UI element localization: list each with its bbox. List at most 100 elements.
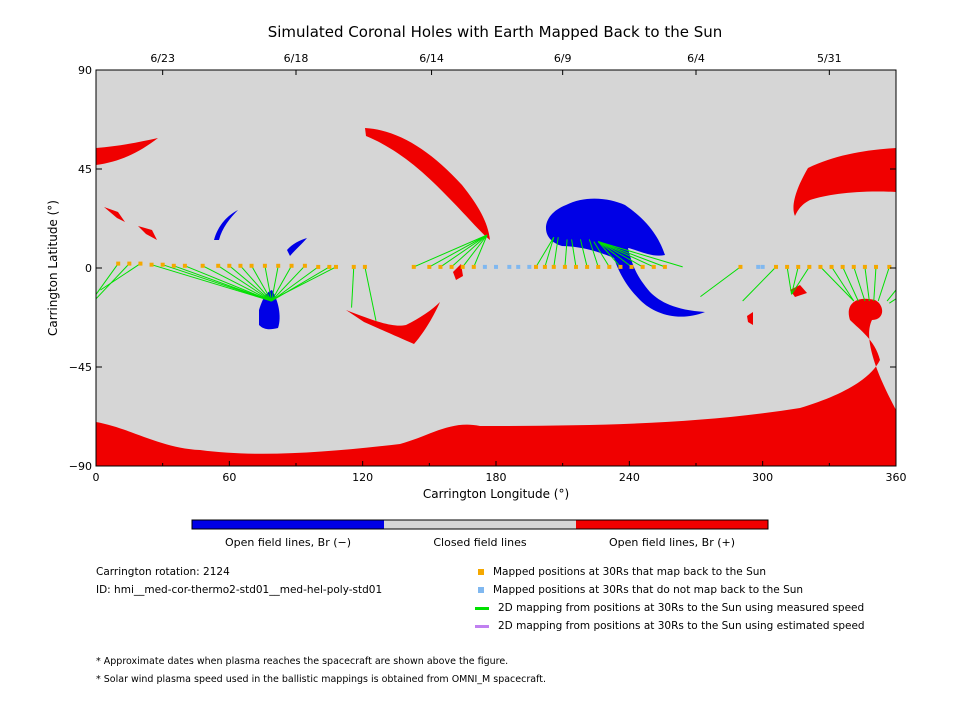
mapped-point bbox=[796, 264, 801, 269]
mapped-point bbox=[302, 263, 307, 268]
legend-unmapped-marker bbox=[478, 587, 484, 593]
y-axis-label: Carrington Latitude (°) bbox=[46, 200, 60, 336]
measured-speed-mapping-line bbox=[264, 265, 273, 302]
date-tick-label: 6/14 bbox=[419, 52, 444, 65]
measured-speed-mapping-line bbox=[889, 298, 897, 304]
colorbar: Open field lines, Br (−) Closed field li… bbox=[191, 519, 769, 549]
mapped-point bbox=[785, 264, 790, 269]
mapped-point bbox=[651, 264, 656, 269]
measured-speed-mapping-line bbox=[886, 289, 897, 302]
measured-speed-mapping-line bbox=[579, 239, 588, 268]
measured-speed-mapping-line bbox=[462, 234, 488, 268]
measured-speed-mapping-line bbox=[413, 234, 488, 268]
mapped-points bbox=[116, 261, 892, 269]
measured-speed-mapping-line bbox=[364, 266, 377, 321]
date-tick-label: 5/31 bbox=[817, 52, 842, 65]
mapped-point bbox=[238, 263, 243, 268]
measured-speed-mapping-line bbox=[820, 266, 855, 302]
mapped-point bbox=[887, 264, 892, 269]
measured-speed-mapping-line bbox=[598, 241, 683, 268]
unmapped-point bbox=[494, 264, 498, 269]
model-id-label: ID: hmi__med-cor-thermo2-std01__med-hel-… bbox=[96, 584, 383, 596]
mapped-point bbox=[551, 264, 556, 269]
x-tick-label: 360 bbox=[886, 471, 907, 484]
region-west-small-positive bbox=[104, 207, 125, 222]
y-axis: 90 45 0 −45 −90 bbox=[69, 64, 896, 473]
mapped-point bbox=[629, 264, 634, 269]
measured-speed-mapping-line bbox=[742, 266, 777, 302]
mapped-point bbox=[149, 262, 154, 267]
measured-speed-mapping-line bbox=[351, 266, 355, 308]
y-tick-label: 0 bbox=[85, 262, 92, 275]
mapped-point bbox=[618, 264, 623, 269]
x-tick-label: 0 bbox=[93, 471, 100, 484]
mapped-point bbox=[171, 263, 176, 268]
measured-speed-mapping-line bbox=[229, 265, 272, 302]
y-tick-label: −45 bbox=[69, 361, 92, 374]
y-tick-label: 45 bbox=[78, 163, 92, 176]
x-tick-label: 120 bbox=[352, 471, 373, 484]
y-tick-label: 90 bbox=[78, 64, 92, 77]
measured-speed-mapping-line bbox=[217, 265, 272, 302]
measured-speed-mapping-line bbox=[700, 266, 741, 298]
mapped-point bbox=[216, 263, 221, 268]
mapped-point bbox=[334, 264, 338, 269]
x-tick-label: 180 bbox=[486, 471, 507, 484]
measured-speed-mapping-line bbox=[842, 266, 859, 302]
top-date-axis: 6/23 6/18 6/14 6/9 6/4 5/31 bbox=[150, 52, 842, 75]
mapped-point bbox=[227, 263, 232, 268]
measured-speed-mapping-line bbox=[571, 239, 577, 267]
mapped-point bbox=[316, 264, 321, 269]
region-west-small-positive-2 bbox=[138, 226, 157, 240]
mapped-point bbox=[138, 261, 143, 266]
measured-speed-mapping-line bbox=[100, 263, 141, 291]
y-tick-label: −90 bbox=[69, 460, 92, 473]
measured-speed-mapping-line bbox=[473, 234, 488, 268]
mapped-point bbox=[411, 264, 416, 269]
date-tick-label: 6/23 bbox=[150, 52, 175, 65]
mapped-point bbox=[542, 264, 547, 269]
unmapped-point bbox=[507, 264, 512, 269]
mapped-point bbox=[249, 263, 254, 268]
measured-speed-mapping-line bbox=[877, 266, 890, 302]
measured-speed-mapping-line bbox=[873, 266, 877, 302]
measured-speed-mapping-line bbox=[786, 266, 793, 295]
colorbar-closed bbox=[384, 520, 576, 529]
colorbar-label-closed: Closed field lines bbox=[433, 536, 527, 549]
measured-speed-mapping-line bbox=[151, 264, 272, 302]
region-nw-positive bbox=[96, 138, 158, 165]
note-dates: * Approximate dates when plasma reaches … bbox=[96, 656, 509, 667]
mapped-point bbox=[738, 264, 743, 269]
legend-measured-label: 2D mapping from positions at 30Rs to the… bbox=[498, 602, 865, 614]
measured-speed-mapping-line bbox=[95, 263, 130, 300]
mapped-point bbox=[127, 261, 132, 266]
measured-speed-mapping-line bbox=[791, 266, 799, 295]
measured-speed-mapping-line bbox=[597, 241, 621, 268]
mapped-point bbox=[829, 264, 834, 269]
x-tick-label: 240 bbox=[619, 471, 640, 484]
region-east-mid-positive bbox=[790, 285, 807, 297]
mapped-point bbox=[438, 264, 443, 269]
measured-speed-mapping-line bbox=[273, 266, 337, 300]
measured-speed-mapping-line bbox=[429, 234, 488, 268]
legend-estimated-line bbox=[475, 624, 489, 628]
mapping-lines bbox=[95, 234, 897, 321]
measured-speed-mapping-line bbox=[831, 266, 855, 302]
region-west-negative-1 bbox=[214, 210, 238, 240]
measured-speed-mapping-line bbox=[588, 239, 599, 268]
legend-unmapped-label: Mapped positions at 30Rs that do not map… bbox=[493, 584, 804, 596]
legend-measured-line bbox=[475, 606, 489, 610]
x-axis-label: Carrington Longitude (°) bbox=[423, 487, 569, 501]
region-west-negative-3 bbox=[287, 238, 307, 256]
measured-speed-mapping-line bbox=[202, 265, 272, 302]
unmapped-point bbox=[760, 264, 765, 269]
mapped-point bbox=[362, 264, 367, 269]
mapped-point bbox=[289, 263, 294, 268]
mapped-point bbox=[662, 264, 667, 269]
measured-speed-mapping-line bbox=[240, 265, 272, 302]
mapped-point bbox=[851, 264, 856, 269]
x-axis: 0 60 120 180 240 300 360 bbox=[93, 461, 907, 484]
measured-speed-mapping-line bbox=[597, 241, 632, 268]
measured-speed-mapping-line bbox=[598, 241, 666, 268]
